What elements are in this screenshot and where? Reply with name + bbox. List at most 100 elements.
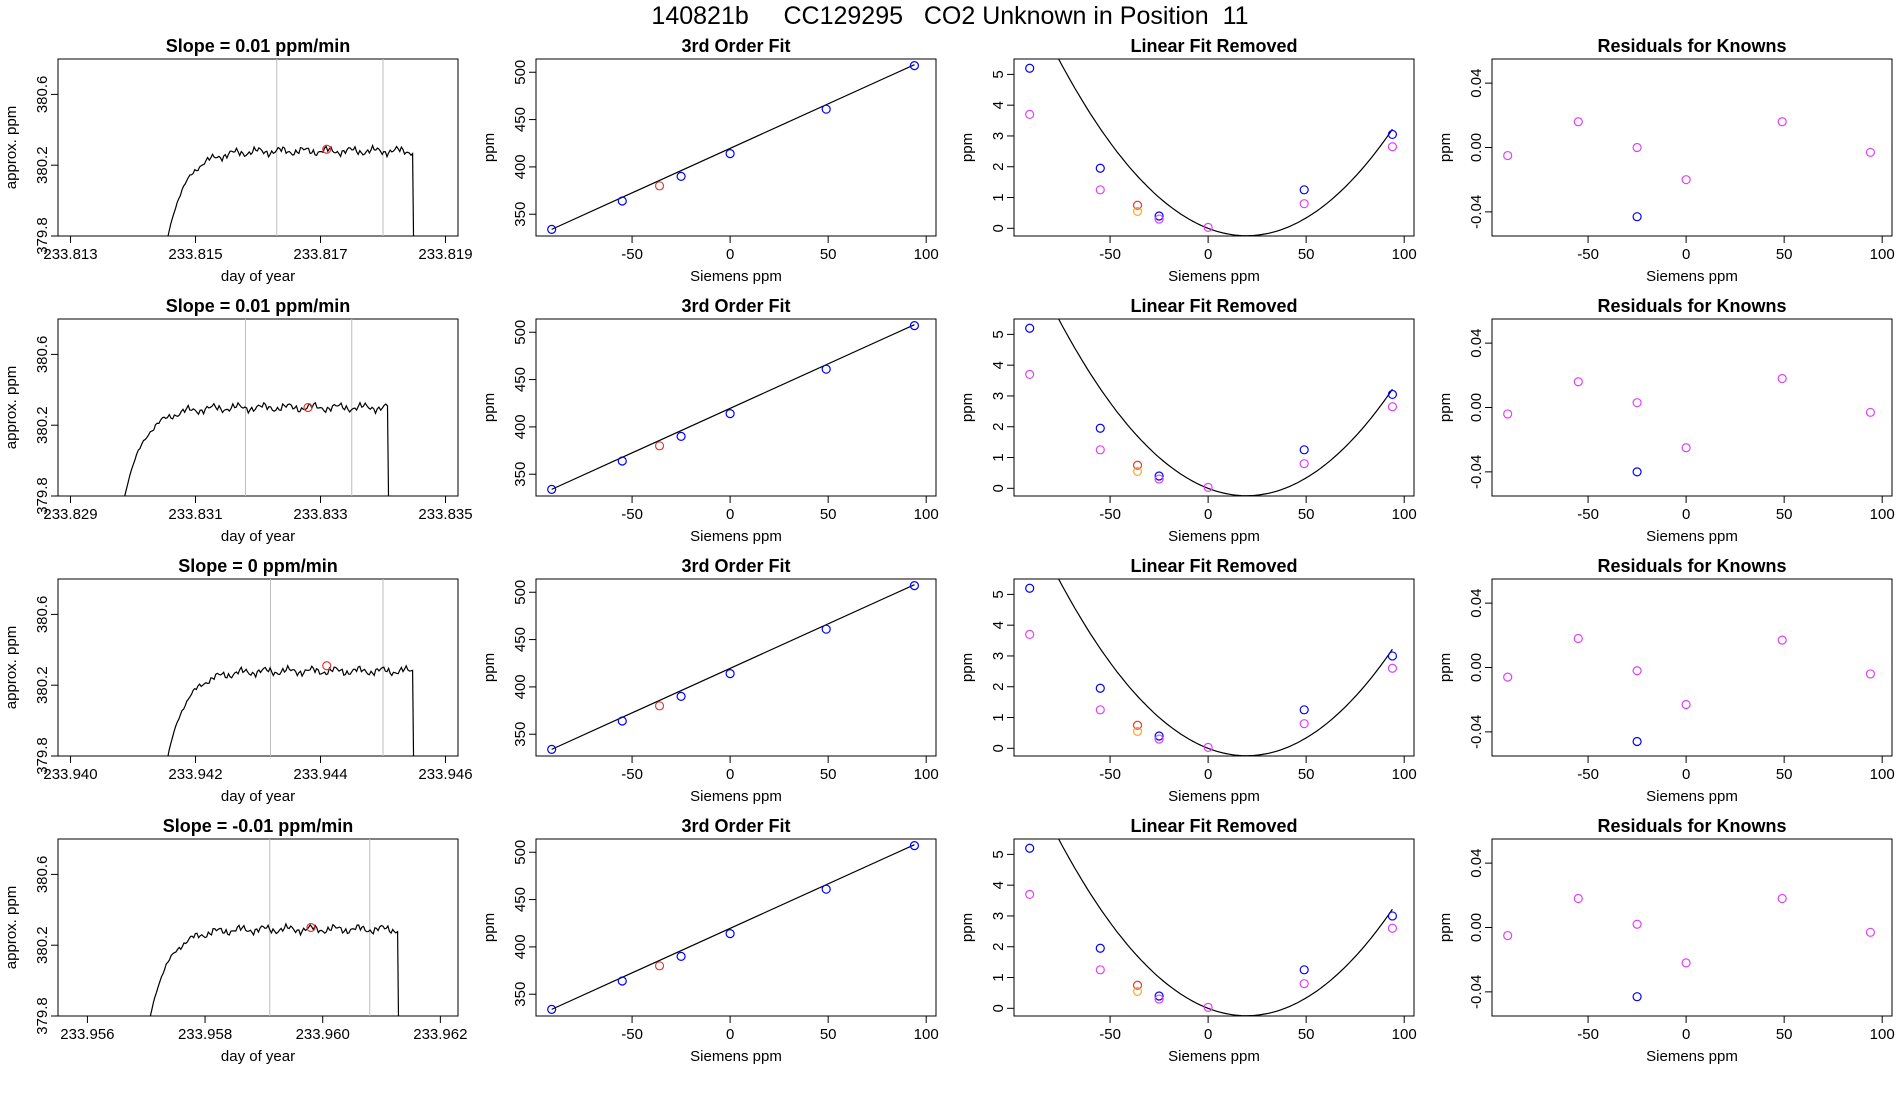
subplot-3-1: 3rd Order Fit -50 0 50 100 350 400 450 500 Siemen… xyxy=(481,816,939,1065)
subplot-title: Slope = 0.01 ppm/min xyxy=(166,296,351,316)
y-tick-label: 2 xyxy=(990,943,1007,951)
plot-frame xyxy=(535,58,937,237)
data-layer xyxy=(1503,633,1876,747)
data-point xyxy=(821,624,831,634)
y-axis-label: ppm xyxy=(481,913,498,942)
subplot-title: Slope = 0 ppm/min xyxy=(178,556,338,576)
data-point xyxy=(1132,206,1143,216)
x-tick-label: -50 xyxy=(1099,766,1121,783)
data-point xyxy=(1573,377,1583,387)
y-tick-label: 350 xyxy=(512,722,529,747)
data-point xyxy=(1154,734,1164,744)
data-point xyxy=(1203,742,1213,752)
data-point xyxy=(1132,986,1143,996)
x-tick-label: 0 xyxy=(1204,766,1212,783)
x-tick-label: 0 xyxy=(1682,506,1690,523)
x-axis-label: Siemens ppm xyxy=(1168,788,1260,805)
plot-frame xyxy=(57,318,459,497)
x-tick-label: -50 xyxy=(621,1026,643,1043)
data-point xyxy=(547,744,557,754)
data-point xyxy=(1681,175,1691,185)
x-tick-label: 100 xyxy=(1870,246,1895,263)
data-point xyxy=(1154,214,1164,224)
data-point xyxy=(1154,471,1164,481)
x-axis-label: Siemens ppm xyxy=(1646,528,1738,545)
data-point xyxy=(1387,129,1398,140)
y-axis-label: approx. ppm xyxy=(3,106,20,189)
data-point xyxy=(547,1004,557,1014)
data-point xyxy=(1681,958,1691,968)
data-point xyxy=(676,951,686,961)
y-tick-label: 379.8 xyxy=(34,477,51,515)
x-tick-label: 50 xyxy=(1298,766,1315,783)
x-tick-label: 233.946 xyxy=(418,766,472,783)
sample-mean-point xyxy=(322,144,332,154)
subplot-2-3: Residuals for Knowns -50 0 50 100 -0.04 0.00 0.… xyxy=(1437,556,1895,805)
data-point xyxy=(676,431,686,441)
data-point xyxy=(1681,443,1691,453)
data-point xyxy=(1865,669,1876,679)
x-tick-label: 233.956 xyxy=(60,1026,114,1043)
y-axis-label: ppm xyxy=(1437,393,1454,422)
y-axis-label: ppm xyxy=(481,393,498,422)
y-tick-label: 500 xyxy=(512,840,529,865)
y-tick-label: 500 xyxy=(512,580,529,605)
x-tick-label: 50 xyxy=(820,246,837,263)
data-layer xyxy=(547,581,920,754)
x-tick-label: 50 xyxy=(820,766,837,783)
subplot-title: 3rd Order Fit xyxy=(681,816,790,836)
x-axis-label: Siemens ppm xyxy=(1646,1048,1738,1065)
y-tick-label: 380.6 xyxy=(34,76,51,114)
fit-line xyxy=(551,324,915,490)
subplot-1-1: 3rd Order Fit -50 0 50 100 350 400 450 500 Siemen… xyxy=(481,296,939,545)
x-tick-label: 233.817 xyxy=(293,246,347,263)
data-point xyxy=(1299,199,1309,209)
data-point xyxy=(1025,583,1035,593)
x-axis-label: Siemens ppm xyxy=(690,528,782,545)
y-axis-label: ppm xyxy=(959,133,976,162)
data-point xyxy=(909,321,920,331)
plot-frame xyxy=(1013,578,1415,757)
data-point xyxy=(725,929,735,939)
y-tick-label: 2 xyxy=(990,163,1007,171)
subplot-0-2: Linear Fit Removed -50 0 50 100 0 1 2 3 4 5 Siemens… xyxy=(959,36,1417,285)
data-layer xyxy=(1025,59,1398,236)
x-tick-label: 100 xyxy=(914,1026,939,1043)
y-tick-label: 0 xyxy=(990,484,1007,492)
data-point xyxy=(617,976,627,986)
data-point xyxy=(617,716,627,726)
data-point xyxy=(1132,200,1143,210)
y-axis-label: approx. ppm xyxy=(3,626,20,709)
x-tick-label: 233.813 xyxy=(43,246,97,263)
data-point xyxy=(909,581,920,591)
x-tick-label: 50 xyxy=(1776,246,1793,263)
x-tick-label: 233.942 xyxy=(168,766,222,783)
y-tick-label: 400 xyxy=(512,154,529,179)
x-tick-label: -50 xyxy=(621,506,643,523)
subplot-1-2: Linear Fit Removed -50 0 50 100 0 1 2 3 4 5 Siemens… xyxy=(959,296,1417,545)
x-tick-label: 50 xyxy=(1776,766,1793,783)
plot-frame xyxy=(1491,578,1893,757)
data-point xyxy=(1632,919,1642,929)
y-axis-label: approx. ppm xyxy=(3,366,20,449)
data-point xyxy=(654,701,665,711)
y-axis-label: ppm xyxy=(959,653,976,682)
y-axis-label: ppm xyxy=(1437,913,1454,942)
data-point xyxy=(1203,482,1213,492)
plot-frame xyxy=(57,578,459,757)
data-point xyxy=(547,224,557,234)
data-point xyxy=(1299,459,1309,469)
y-tick-label: 379.8 xyxy=(34,217,51,255)
subplot-3-3: Residuals for Knowns -50 0 50 100 -0.04 0.00 0.… xyxy=(1437,816,1895,1065)
y-tick-label: 380.6 xyxy=(34,856,51,894)
subplot-title: Linear Fit Removed xyxy=(1130,556,1297,576)
x-tick-label: 50 xyxy=(820,1026,837,1043)
y-tick-label: 450 xyxy=(512,627,529,652)
x-tick-label: -50 xyxy=(1099,506,1121,523)
x-tick-label: 50 xyxy=(1776,506,1793,523)
x-axis-label: Siemens ppm xyxy=(1168,1048,1260,1065)
x-axis-label: day of year xyxy=(221,528,295,545)
y-tick-label: 380.2 xyxy=(34,926,51,964)
x-tick-label: 100 xyxy=(1870,1026,1895,1043)
data-point xyxy=(1132,466,1143,476)
